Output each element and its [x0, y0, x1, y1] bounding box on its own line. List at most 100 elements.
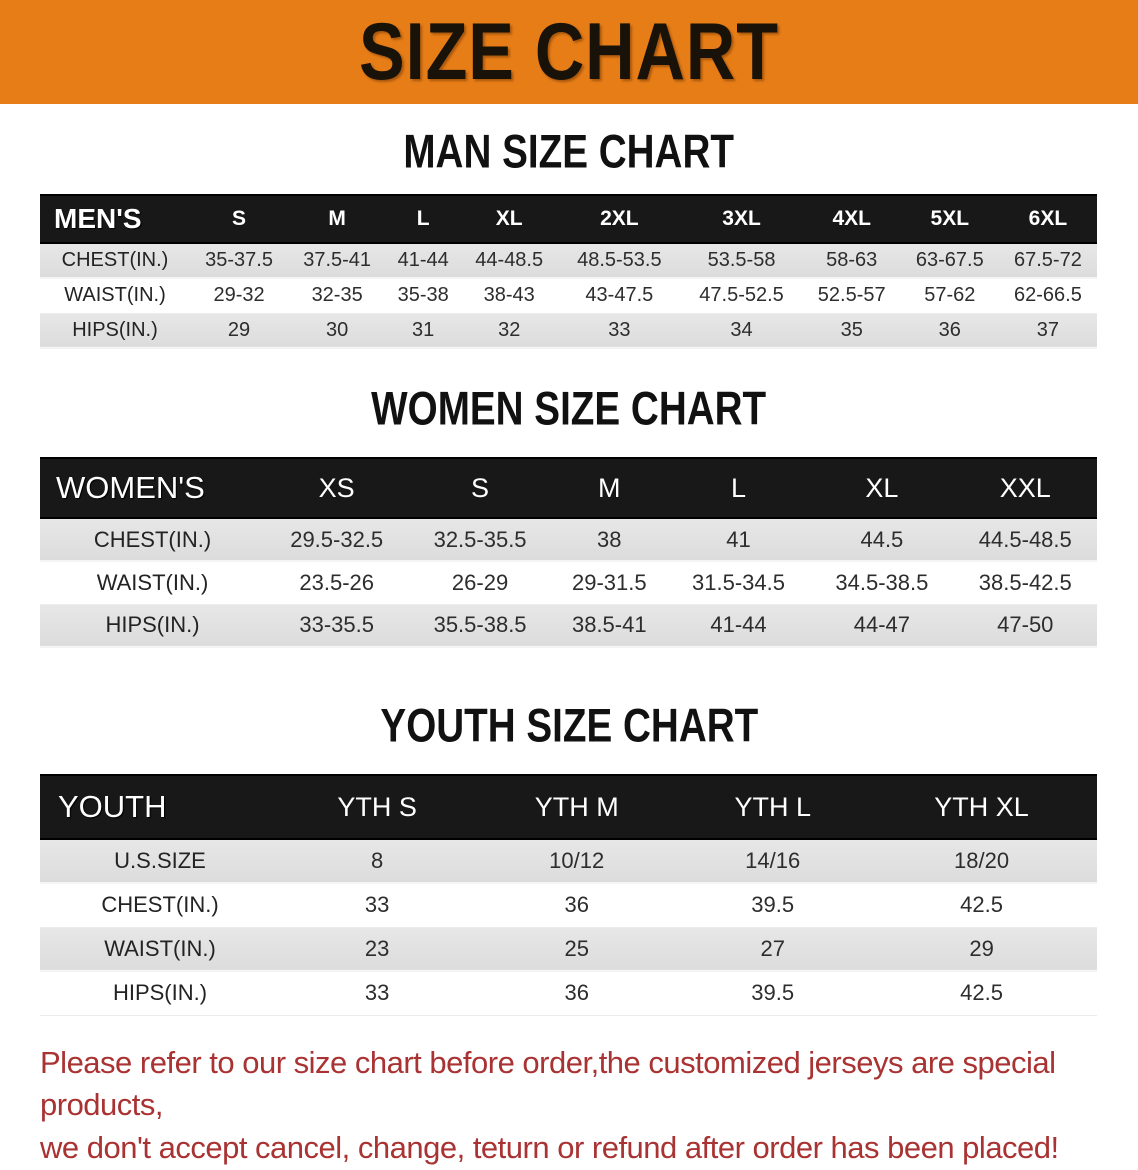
youth-size-col-l: YTH L [679, 774, 867, 840]
men-hips-value: 29 [190, 313, 289, 349]
women-waist-value: 26-29 [408, 561, 552, 605]
men-hips-value: 31 [386, 313, 461, 349]
men-waist-value: 29-32 [190, 278, 289, 314]
women-chest-row: CHEST(IN.) 29.5-32.5 32.5-35.5 38 41 44.… [40, 518, 1097, 562]
men-hips-value: 32 [460, 313, 559, 349]
men-size-col-l: L [386, 194, 461, 244]
men-waist-value: 57-62 [900, 278, 999, 314]
youth-section-heading-text: YOUTH SIZE CHART [380, 699, 758, 752]
youth-table-label: YOUTH [40, 774, 280, 840]
women-size-col-m: M [551, 457, 667, 519]
men-size-col-3xl: 3XL [680, 194, 803, 244]
women-waist-value: 29-31.5 [551, 561, 667, 605]
men-waist-value: 52.5-57 [802, 278, 901, 314]
men-chest-value: 37.5-41 [288, 243, 387, 279]
women-waist-row: WAIST(IN.) 23.5-26 26-29 29-31.5 31.5-34… [40, 561, 1097, 605]
men-hips-value: 37 [998, 313, 1097, 349]
youth-header-row: YOUTH YTH S YTH M YTH L YTH XL [40, 774, 1097, 840]
youth-chest-label: CHEST(IN.) [40, 883, 280, 928]
men-size-col-m: M [288, 194, 387, 244]
men-chest-value: 58-63 [802, 243, 901, 279]
youth-size-col-s: YTH S [280, 774, 475, 840]
youth-chest-value: 33 [280, 883, 475, 928]
men-waist-value: 62-66.5 [998, 278, 1097, 314]
men-size-col-xl: XL [460, 194, 559, 244]
men-hips-value: 33 [558, 313, 681, 349]
youth-waist-value: 27 [679, 927, 867, 972]
men-chest-value: 67.5-72 [998, 243, 1097, 279]
men-waist-value: 43-47.5 [558, 278, 681, 314]
youth-chest-value: 36 [474, 883, 680, 928]
men-size-col-2xl: 2XL [558, 194, 681, 244]
women-hips-row: HIPS(IN.) 33-35.5 35.5-38.5 38.5-41 41-4… [40, 604, 1097, 648]
women-size-table: WOMEN'S XS S M L XL XXL CHEST(IN.) 29.5-… [40, 457, 1097, 648]
men-chest-value: 53.5-58 [680, 243, 803, 279]
women-section-heading: WOMEN SIZE CHART [0, 382, 1138, 435]
women-waist-value: 38.5-42.5 [953, 561, 1097, 605]
youth-chest-value: 39.5 [679, 883, 867, 928]
order-disclaimer: Please refer to our size chart before or… [40, 1042, 1138, 1170]
women-size-col-xxl: XXL [953, 457, 1097, 519]
women-waist-value: 31.5-34.5 [666, 561, 811, 605]
women-hips-value: 33-35.5 [265, 604, 409, 648]
women-hips-label: HIPS(IN.) [40, 604, 265, 648]
women-chest-value: 44.5 [810, 518, 954, 562]
women-chest-label: CHEST(IN.) [40, 518, 265, 562]
youth-waist-value: 29 [866, 927, 1097, 972]
youth-hips-value: 36 [474, 971, 680, 1016]
men-chest-value: 41-44 [386, 243, 461, 279]
women-waist-value: 34.5-38.5 [810, 561, 954, 605]
youth-section-heading: YOUTH SIZE CHART [0, 699, 1138, 752]
men-chest-value: 63-67.5 [900, 243, 999, 279]
men-waist-row: WAIST(IN.) 29-32 32-35 35-38 38-43 43-47… [40, 278, 1097, 314]
men-chest-value: 44-48.5 [460, 243, 559, 279]
women-size-col-xs: XS [265, 457, 409, 519]
size-chart-banner: SIZE CHART [0, 0, 1138, 104]
youth-hips-value: 39.5 [679, 971, 867, 1016]
women-chest-value: 41 [666, 518, 811, 562]
women-hips-value: 41-44 [666, 604, 811, 648]
men-hips-label: HIPS(IN.) [40, 313, 190, 349]
men-hips-value: 34 [680, 313, 803, 349]
women-waist-value: 23.5-26 [265, 561, 409, 605]
youth-hips-row: HIPS(IN.) 33 36 39.5 42.5 [40, 971, 1097, 1016]
women-header-row: WOMEN'S XS S M L XL XXL [40, 457, 1097, 519]
men-waist-label: WAIST(IN.) [40, 278, 190, 314]
women-hips-value: 35.5-38.5 [408, 604, 552, 648]
youth-hips-value: 42.5 [866, 971, 1097, 1016]
men-size-col-4xl: 4XL [802, 194, 901, 244]
men-chest-value: 48.5-53.5 [558, 243, 681, 279]
men-waist-value: 47.5-52.5 [680, 278, 803, 314]
men-hips-value: 36 [900, 313, 999, 349]
women-size-col-s: S [408, 457, 552, 519]
men-hips-row: HIPS(IN.) 29 30 31 32 33 34 35 36 37 [40, 313, 1097, 349]
men-size-col-s: S [190, 194, 289, 244]
men-size-col-6xl: 6XL [998, 194, 1097, 244]
women-section-heading-text: WOMEN SIZE CHART [371, 382, 767, 435]
youth-waist-label: WAIST(IN.) [40, 927, 280, 972]
women-hips-value: 38.5-41 [551, 604, 667, 648]
men-waist-value: 32-35 [288, 278, 387, 314]
youth-ussize-value: 18/20 [866, 839, 1097, 884]
men-section-heading-text: MAN SIZE CHART [403, 125, 735, 178]
youth-size-col-m: YTH M [474, 774, 680, 840]
women-chest-value: 38 [551, 518, 667, 562]
men-waist-value: 35-38 [386, 278, 461, 314]
women-chest-value: 29.5-32.5 [265, 518, 409, 562]
men-chest-value: 35-37.5 [190, 243, 289, 279]
youth-ussize-label: U.S.SIZE [40, 839, 280, 884]
youth-ussize-value: 10/12 [474, 839, 680, 884]
women-waist-label: WAIST(IN.) [40, 561, 265, 605]
youth-hips-value: 33 [280, 971, 475, 1016]
disclaimer-line-1: Please refer to our size chart before or… [40, 1044, 1056, 1123]
men-chest-row: CHEST(IN.) 35-37.5 37.5-41 41-44 44-48.5… [40, 243, 1097, 279]
youth-chest-value: 42.5 [866, 883, 1097, 928]
women-table-label: WOMEN'S [40, 457, 265, 519]
youth-chest-row: CHEST(IN.) 33 36 39.5 42.5 [40, 883, 1097, 928]
youth-waist-value: 23 [280, 927, 475, 972]
youth-ussize-row: U.S.SIZE 8 10/12 14/16 18/20 [40, 839, 1097, 884]
youth-waist-row: WAIST(IN.) 23 25 27 29 [40, 927, 1097, 972]
men-hips-value: 35 [802, 313, 901, 349]
women-size-col-xl: XL [810, 457, 954, 519]
youth-size-col-xl: YTH XL [866, 774, 1097, 840]
